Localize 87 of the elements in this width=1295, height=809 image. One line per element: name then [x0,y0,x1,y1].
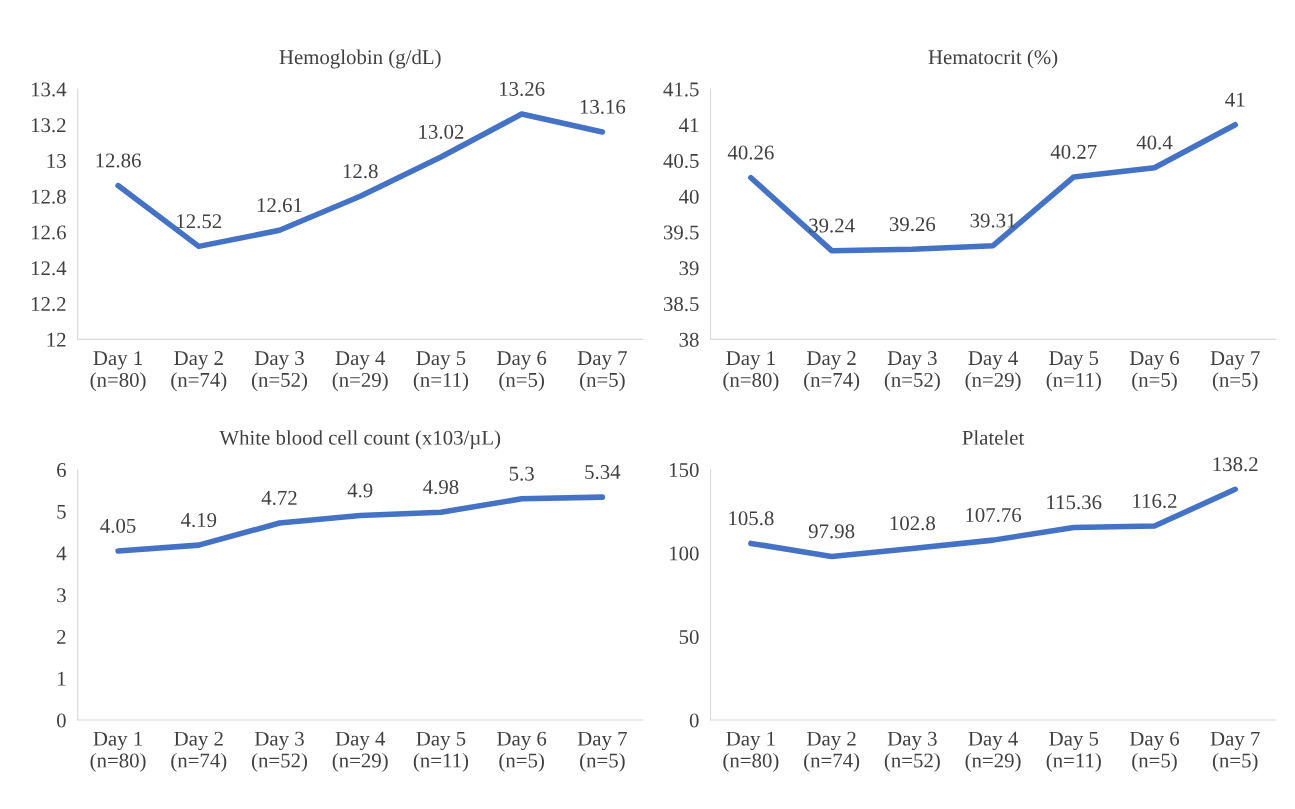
data-label: 4.19 [180,513,217,528]
y-tick-label: 2 [57,629,66,644]
x-tick-label: Day 7 (n=5) [1210,731,1260,772]
y-tick-label: 12.4 [31,261,67,276]
x-tick-label: Day 7 (n=5) [577,351,627,392]
x-tick-label: Day 1 (n=80) [723,351,779,392]
x-tick-label: Day 6 (n=5) [497,731,547,772]
data-label: 107.76 [966,507,1022,523]
data-label: 4.72 [261,490,297,505]
x-tick-label: Day 7 (n=5) [577,731,627,772]
data-label: 12.8 [343,164,378,179]
x-tick-label: Day 5 (n=11) [413,351,469,392]
data-label: 12.86 [96,153,141,168]
chart-title: Platelet [962,430,1025,445]
data-label: 13.26 [500,81,545,96]
x-tick-label: Day 7 (n=5) [1210,351,1260,392]
data-label: 115.36 [1047,495,1102,510]
y-tick-label: 12.2 [31,297,66,312]
y-tick-label: 5 [57,504,66,519]
y-tick-label: 50 [679,629,699,644]
data-label: 40.26 [727,145,774,160]
data-label: 12.52 [177,214,222,229]
x-tick-label: Day 2 (n=74) [171,351,227,392]
data-label: 5.3 [509,466,534,481]
x-tick-label: Day 3 (n=52) [884,351,940,392]
y-tick-label: 13.2 [31,118,66,133]
x-tick-label: Day 2 (n=74) [171,731,227,772]
y-tick-label: 41 [679,118,699,132]
x-tick-label: Day 1 (n=80) [90,731,146,772]
data-label: 138.2 [1213,457,1258,472]
x-tick-label: Day 1 (n=80) [723,731,779,772]
y-tick-label: 150 [670,462,699,478]
data-label: 4.9 [347,483,373,498]
x-tick-label: Day 5 (n=11) [413,731,469,772]
x-tick-label: Day 5 (n=11) [1046,351,1101,392]
chart-title: Hemoglobin (g/dL) [279,49,441,69]
y-tick-label: 3 [57,588,66,603]
y-tick-label: 41.5 [663,82,699,97]
y-tick-label: 0 [689,713,699,728]
data-label: 116.2 [1133,493,1177,508]
y-tick-label: 6 [57,463,66,478]
y-tick-label: 38.5 [663,297,699,312]
y-tick-label: 12 [47,332,66,347]
data-label: 13.02 [419,124,464,139]
x-tick-label: Day 6 (n=5) [1129,731,1180,772]
data-label: 97.98 [808,524,855,539]
y-tick-label: 100 [670,546,699,561]
x-tick-label: Day 4 (n=29) [965,351,1021,392]
y-tick-label: 39.5 [663,225,699,240]
x-tick-label: Day 6 (n=5) [497,351,547,392]
y-tick-label: 13.4 [31,82,67,97]
x-tick-label: Day 4 (n=29) [965,731,1021,772]
data-label: 40.27 [1050,144,1097,159]
data-label: 102.8 [890,516,935,531]
x-tick-label: Day 2 (n=74) [804,351,860,392]
data-label: 5.34 [585,465,621,480]
y-tick-label: 0 [56,713,66,728]
chart-title: Hematocrit (%) [928,49,1058,69]
data-label: 12.61 [257,198,302,213]
y-tick-label: 13 [47,153,66,168]
y-tick-label: 40 [679,189,699,204]
chart-title: White blood cell count (x103/µL) [219,430,501,450]
y-tick-label: 12.6 [31,225,66,240]
x-tick-label: Day 5 (n=11) [1046,731,1101,772]
y-tick-label: 4 [56,546,67,561]
x-tick-label: Day 3 (n=52) [251,351,308,392]
x-tick-label: Day 3 (n=52) [884,731,940,772]
y-tick-label: 12.8 [31,189,66,204]
y-tick-label: 39 [679,261,699,276]
data-label: 13.16 [580,99,626,114]
data-label: 4.05 [100,518,136,533]
x-tick-label: Day 1 (n=80) [90,351,146,392]
x-tick-label: Day 2 (n=74) [804,731,860,772]
y-tick-label: 40.5 [663,153,699,169]
data-label: 4.98 [423,479,459,495]
x-tick-label: Day 4 (n=29) [332,351,388,392]
x-tick-label: Day 6 (n=5) [1129,351,1180,392]
data-label: 39.24 [809,218,855,233]
x-tick-label: Day 4 (n=29) [332,731,388,772]
y-tick-label: 1 [58,671,66,686]
data-label: 39.31 [970,213,1016,228]
data-label: 105.8 [729,511,774,526]
data-label: 40.4 [1136,135,1173,150]
data-label: 41 [1225,92,1245,107]
data-label: 39.26 [889,217,936,232]
x-tick-label: Day 3 (n=52) [251,731,308,772]
y-tick-label: 38 [679,332,699,347]
